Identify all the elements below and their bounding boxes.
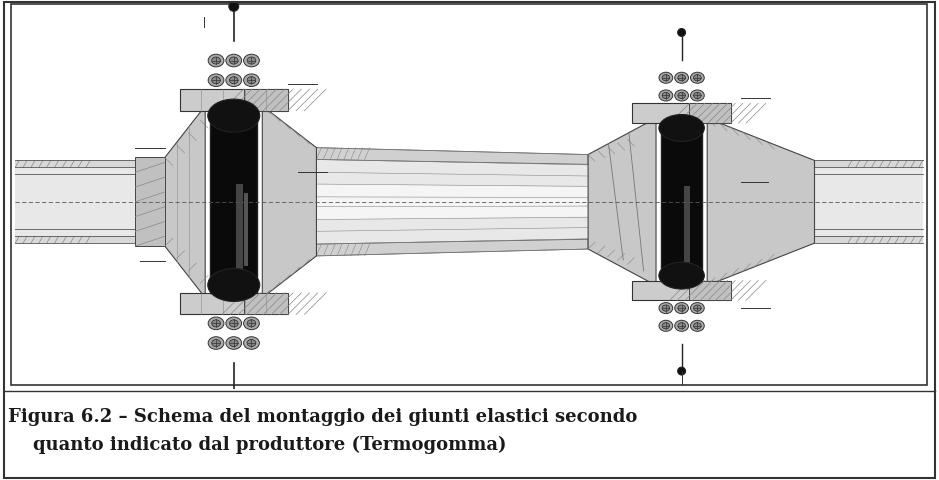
Ellipse shape	[659, 72, 672, 83]
Bar	[15, 160, 153, 243]
Polygon shape	[165, 106, 206, 298]
Ellipse shape	[211, 57, 221, 64]
Bar	[632, 103, 731, 123]
Polygon shape	[707, 118, 814, 286]
Ellipse shape	[208, 268, 260, 301]
Ellipse shape	[659, 320, 672, 331]
Ellipse shape	[229, 57, 239, 64]
Polygon shape	[316, 148, 588, 164]
Ellipse shape	[690, 302, 704, 313]
Ellipse shape	[229, 320, 239, 327]
Ellipse shape	[229, 1, 239, 12]
Ellipse shape	[678, 75, 685, 81]
Ellipse shape	[662, 75, 670, 81]
Ellipse shape	[226, 337, 241, 349]
Ellipse shape	[226, 74, 241, 86]
Ellipse shape	[247, 339, 255, 347]
Bar	[684, 186, 690, 265]
Ellipse shape	[659, 90, 672, 101]
Bar	[15, 168, 153, 236]
Ellipse shape	[690, 320, 704, 331]
Ellipse shape	[659, 262, 704, 289]
Bar	[632, 280, 731, 300]
Ellipse shape	[229, 392, 239, 402]
Bar	[661, 123, 702, 280]
Polygon shape	[588, 118, 656, 286]
Ellipse shape	[211, 320, 221, 327]
Bar	[689, 103, 731, 123]
Ellipse shape	[678, 28, 685, 36]
Ellipse shape	[211, 77, 221, 84]
Text: Figura 6.2 – Schema del montaggio dei giunti elastici secondo: Figura 6.2 – Schema del montaggio dei gi…	[8, 408, 638, 426]
Bar	[689, 280, 731, 300]
Bar	[243, 89, 288, 111]
Ellipse shape	[694, 92, 701, 98]
Ellipse shape	[675, 72, 688, 83]
Ellipse shape	[229, 77, 239, 84]
Ellipse shape	[659, 115, 704, 142]
Ellipse shape	[226, 54, 241, 67]
Ellipse shape	[243, 74, 259, 86]
Ellipse shape	[662, 305, 670, 311]
Ellipse shape	[211, 339, 221, 347]
Bar	[236, 183, 243, 275]
Ellipse shape	[226, 317, 241, 330]
Ellipse shape	[694, 323, 701, 329]
Ellipse shape	[247, 57, 255, 64]
Ellipse shape	[675, 302, 688, 313]
Ellipse shape	[243, 337, 259, 349]
Ellipse shape	[243, 317, 259, 330]
Bar	[179, 89, 288, 111]
Ellipse shape	[243, 54, 259, 67]
Bar	[243, 293, 288, 314]
Ellipse shape	[678, 367, 685, 375]
Ellipse shape	[694, 305, 701, 311]
Ellipse shape	[208, 54, 223, 67]
Bar	[814, 160, 923, 243]
Ellipse shape	[208, 99, 260, 132]
Ellipse shape	[678, 92, 685, 98]
Ellipse shape	[208, 337, 223, 349]
Ellipse shape	[690, 90, 704, 101]
Ellipse shape	[678, 323, 685, 329]
Polygon shape	[262, 106, 316, 298]
Ellipse shape	[678, 305, 685, 311]
Ellipse shape	[247, 77, 255, 84]
Ellipse shape	[659, 302, 672, 313]
Ellipse shape	[208, 74, 223, 86]
Ellipse shape	[208, 317, 223, 330]
Ellipse shape	[694, 75, 701, 81]
Ellipse shape	[675, 320, 688, 331]
Ellipse shape	[662, 92, 670, 98]
Ellipse shape	[662, 323, 670, 329]
Polygon shape	[316, 184, 588, 219]
Bar	[244, 192, 248, 265]
Bar	[135, 157, 165, 246]
Ellipse shape	[229, 339, 239, 347]
Bar	[210, 111, 257, 293]
Bar	[814, 168, 923, 236]
Text: quanto indicato dal produttore (Termogomma): quanto indicato dal produttore (Termogom…	[8, 436, 506, 454]
Ellipse shape	[247, 320, 255, 327]
Bar	[179, 293, 288, 314]
Ellipse shape	[690, 72, 704, 83]
Polygon shape	[316, 159, 588, 244]
Ellipse shape	[675, 90, 688, 101]
Polygon shape	[316, 239, 588, 256]
